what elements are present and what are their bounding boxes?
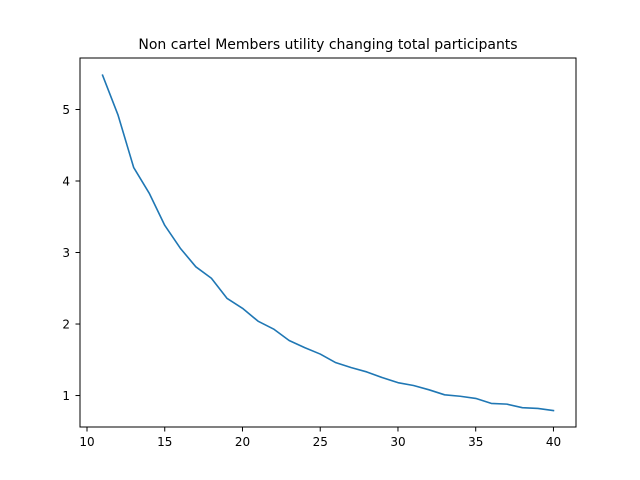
y-tick-label: 1 [62,389,70,403]
x-tick-label: 30 [390,435,405,449]
y-tick-label: 5 [62,103,70,117]
y-tick-label: 2 [62,318,70,332]
y-tick-label: 3 [62,246,70,260]
x-tick-label: 20 [235,435,250,449]
chart-title: Non cartel Members utility changing tota… [138,37,517,53]
series-line [101,74,555,412]
x-tick-label: 10 [79,435,94,449]
axis-ticks: 10 15 20 25 30 35 40 1 2 3 4 5 [62,103,561,449]
x-tick-label: 15 [157,435,172,449]
x-tick-label: 25 [313,435,328,449]
plot-frame [79,57,577,428]
x-tick-label: 40 [546,435,561,449]
series-layer [101,74,555,412]
y-tick-label: 4 [62,175,70,189]
x-tick-label: 35 [468,435,483,449]
